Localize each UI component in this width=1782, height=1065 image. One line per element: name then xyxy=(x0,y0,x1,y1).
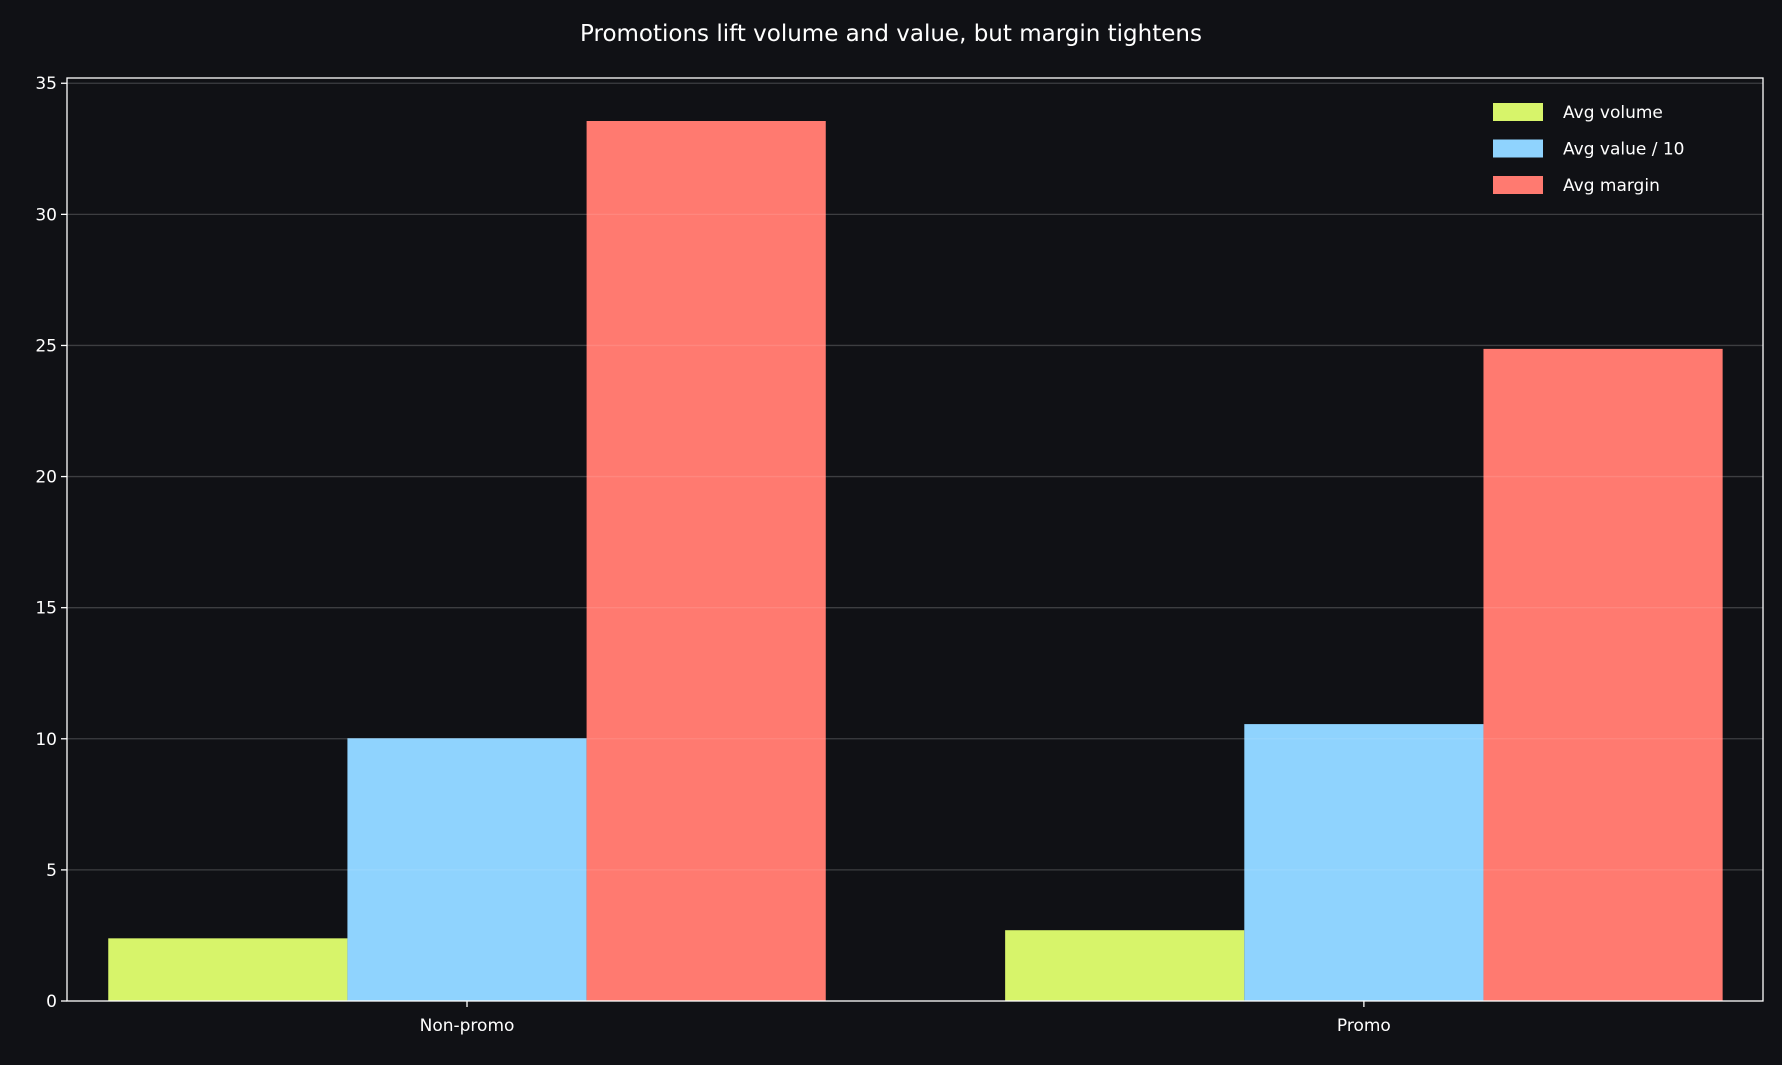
y-tick-label: 15 xyxy=(35,599,57,619)
bar-avg-value-10-non-promo xyxy=(347,738,587,1001)
plot-frame xyxy=(66,77,1764,1002)
y-tick-label: 20 xyxy=(35,468,57,488)
bar-avg-volume-non-promo xyxy=(108,938,348,1001)
bar-avg-volume-promo xyxy=(1005,930,1245,1001)
y-tick-label: 5 xyxy=(46,861,57,881)
x-tick-label: Non-promo xyxy=(420,1016,515,1036)
bar-avg-value-10-promo xyxy=(1244,724,1484,1001)
bar-avg-margin-non-promo xyxy=(586,121,826,1001)
x-axis: Non-promo Promo xyxy=(420,1001,1391,1036)
bars xyxy=(67,82,1763,1002)
x-tick-label: Promo xyxy=(1337,1016,1391,1036)
chart-title: Promotions lift volume and value, but ma… xyxy=(580,21,1202,47)
legend-label: Avg margin xyxy=(1563,176,1660,196)
y-tick-label: 30 xyxy=(35,205,57,225)
y-tick-label: 0 xyxy=(46,992,57,1012)
y-tick-label: 25 xyxy=(35,336,57,356)
legend-label: Avg volume xyxy=(1563,103,1663,123)
legend-label: Avg value / 10 xyxy=(1563,140,1685,160)
y-axis: 0 5 10 15 20 25 30 35 xyxy=(35,74,67,1012)
y-tick-label: 10 xyxy=(35,730,57,750)
legend-swatch xyxy=(1493,139,1543,158)
y-tick-label: 35 xyxy=(35,74,57,94)
legend-swatch xyxy=(1493,176,1543,194)
legend-swatch xyxy=(1493,103,1543,121)
legend: Avg volume Avg value / 10 Avg margin xyxy=(1493,103,1685,196)
bar-avg-margin-promo xyxy=(1483,348,1723,1002)
